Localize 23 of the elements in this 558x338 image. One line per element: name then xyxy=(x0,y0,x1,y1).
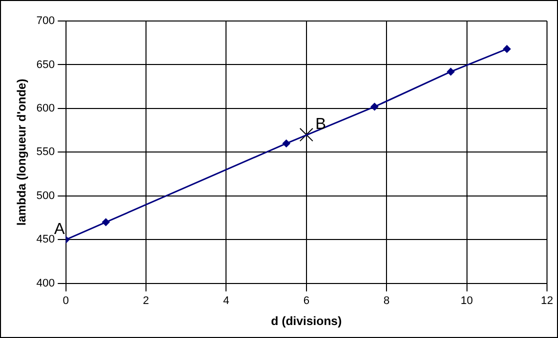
y-tick-label: 450 xyxy=(36,234,55,246)
point xyxy=(370,102,378,110)
y-axis-title: lambda (longueur d'onde) xyxy=(14,78,29,226)
point xyxy=(447,68,454,76)
x-axis-title: d (divisions) xyxy=(271,314,342,328)
x-tick-label: 2 xyxy=(142,295,150,308)
x-tick-label: 4 xyxy=(223,295,230,308)
y-tick-label: 600 xyxy=(36,102,55,114)
x-tick-label: 8 xyxy=(384,295,390,308)
point xyxy=(503,45,511,53)
annotation: A xyxy=(54,221,66,238)
y-tick-label: 400 xyxy=(36,277,55,290)
x-tick-label: 0 xyxy=(62,295,69,308)
x-tick-label: 10 xyxy=(460,295,473,308)
point xyxy=(300,128,314,142)
y-tick-label: 500 xyxy=(36,190,55,202)
x-tick-label: 12 xyxy=(540,295,554,308)
y-tick-label: 650 xyxy=(36,58,55,71)
point xyxy=(102,218,110,226)
y-tick-label: 550 xyxy=(36,146,55,158)
point xyxy=(282,140,290,148)
y-tick-label: 700 xyxy=(36,15,55,28)
x-tick-label: 6 xyxy=(303,295,310,308)
